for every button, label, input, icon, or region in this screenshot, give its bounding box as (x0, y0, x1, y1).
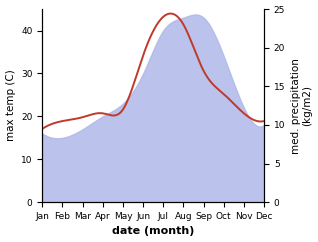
Y-axis label: med. precipitation
(kg/m2): med. precipitation (kg/m2) (291, 58, 313, 153)
Y-axis label: max temp (C): max temp (C) (5, 70, 16, 142)
X-axis label: date (month): date (month) (112, 227, 194, 236)
